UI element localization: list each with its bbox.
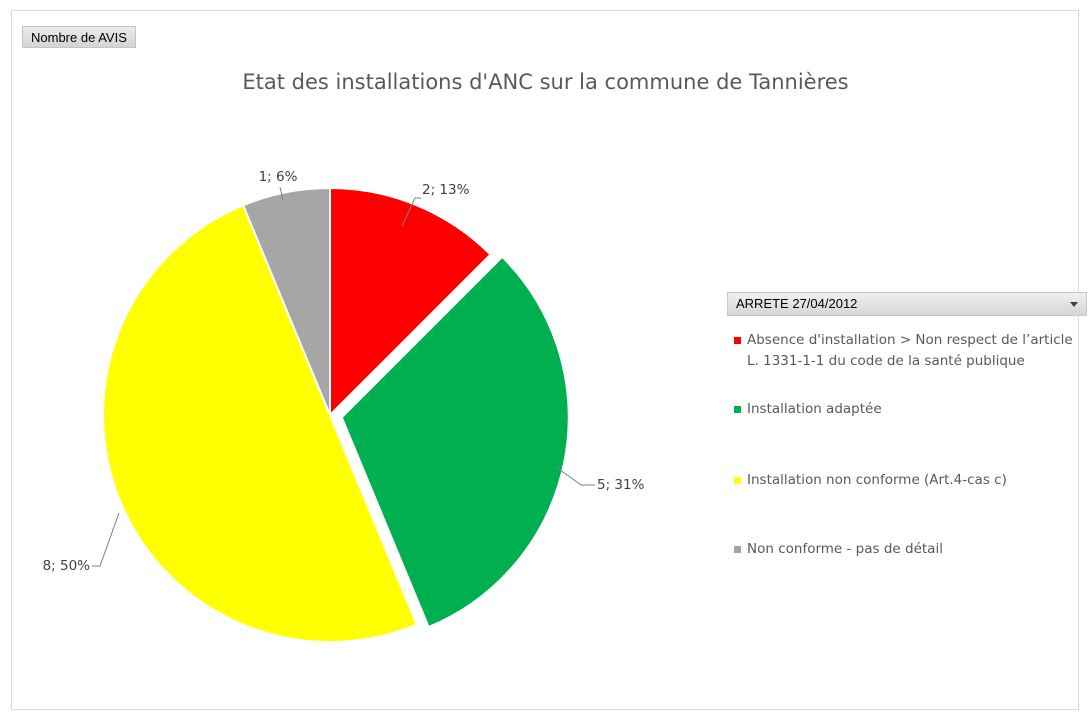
leader-line xyxy=(92,512,120,567)
legend-swatch xyxy=(734,337,741,344)
pie-slice[interactable] xyxy=(329,186,492,418)
pie-slice[interactable] xyxy=(340,255,570,629)
legend-filter-label: ARRETE 27/04/2012 xyxy=(736,296,858,311)
data-label: 5; 31% xyxy=(597,477,645,493)
legend-label: Absence d'installation > Non respect de … xyxy=(747,332,1073,369)
pie-slice[interactable] xyxy=(102,203,419,643)
legend-item-non-conforme-art4: Installation non conforme (Art.4-cas c) xyxy=(734,470,1084,491)
legend-swatch xyxy=(734,546,741,553)
data-label: 1; 6% xyxy=(259,169,298,185)
legend-item-non-conforme-pas-detail: Non conforme - pas de détail xyxy=(734,539,1084,560)
legend-filter-dropdown[interactable]: ARRETE 27/04/2012 xyxy=(727,292,1087,316)
legend-swatch xyxy=(734,477,741,484)
legend-swatch xyxy=(734,406,741,413)
legend-item-adaptee: Installation adaptée xyxy=(734,399,1084,420)
field-button-nombre-de-avis[interactable]: Nombre de AVIS xyxy=(22,26,136,48)
chart-area xyxy=(11,10,1079,710)
legend-label: Installation non conforme (Art.4-cas c) xyxy=(747,472,1007,488)
pie-slice[interactable] xyxy=(241,186,331,416)
data-label: 8; 50% xyxy=(43,558,91,574)
legend-label: Non conforme - pas de détail xyxy=(747,541,943,557)
chevron-down-icon[interactable] xyxy=(1070,302,1078,307)
legend-item-absence: Absence d'installation > Non respect de … xyxy=(734,330,1084,372)
leader-line xyxy=(401,197,421,227)
data-label: 2; 13% xyxy=(422,182,470,198)
legend-label: Installation adaptée xyxy=(747,401,882,417)
leader-line xyxy=(279,186,284,201)
chart-title: Etat des installations d'ANC sur la comm… xyxy=(242,70,849,94)
leader-line xyxy=(555,466,595,486)
